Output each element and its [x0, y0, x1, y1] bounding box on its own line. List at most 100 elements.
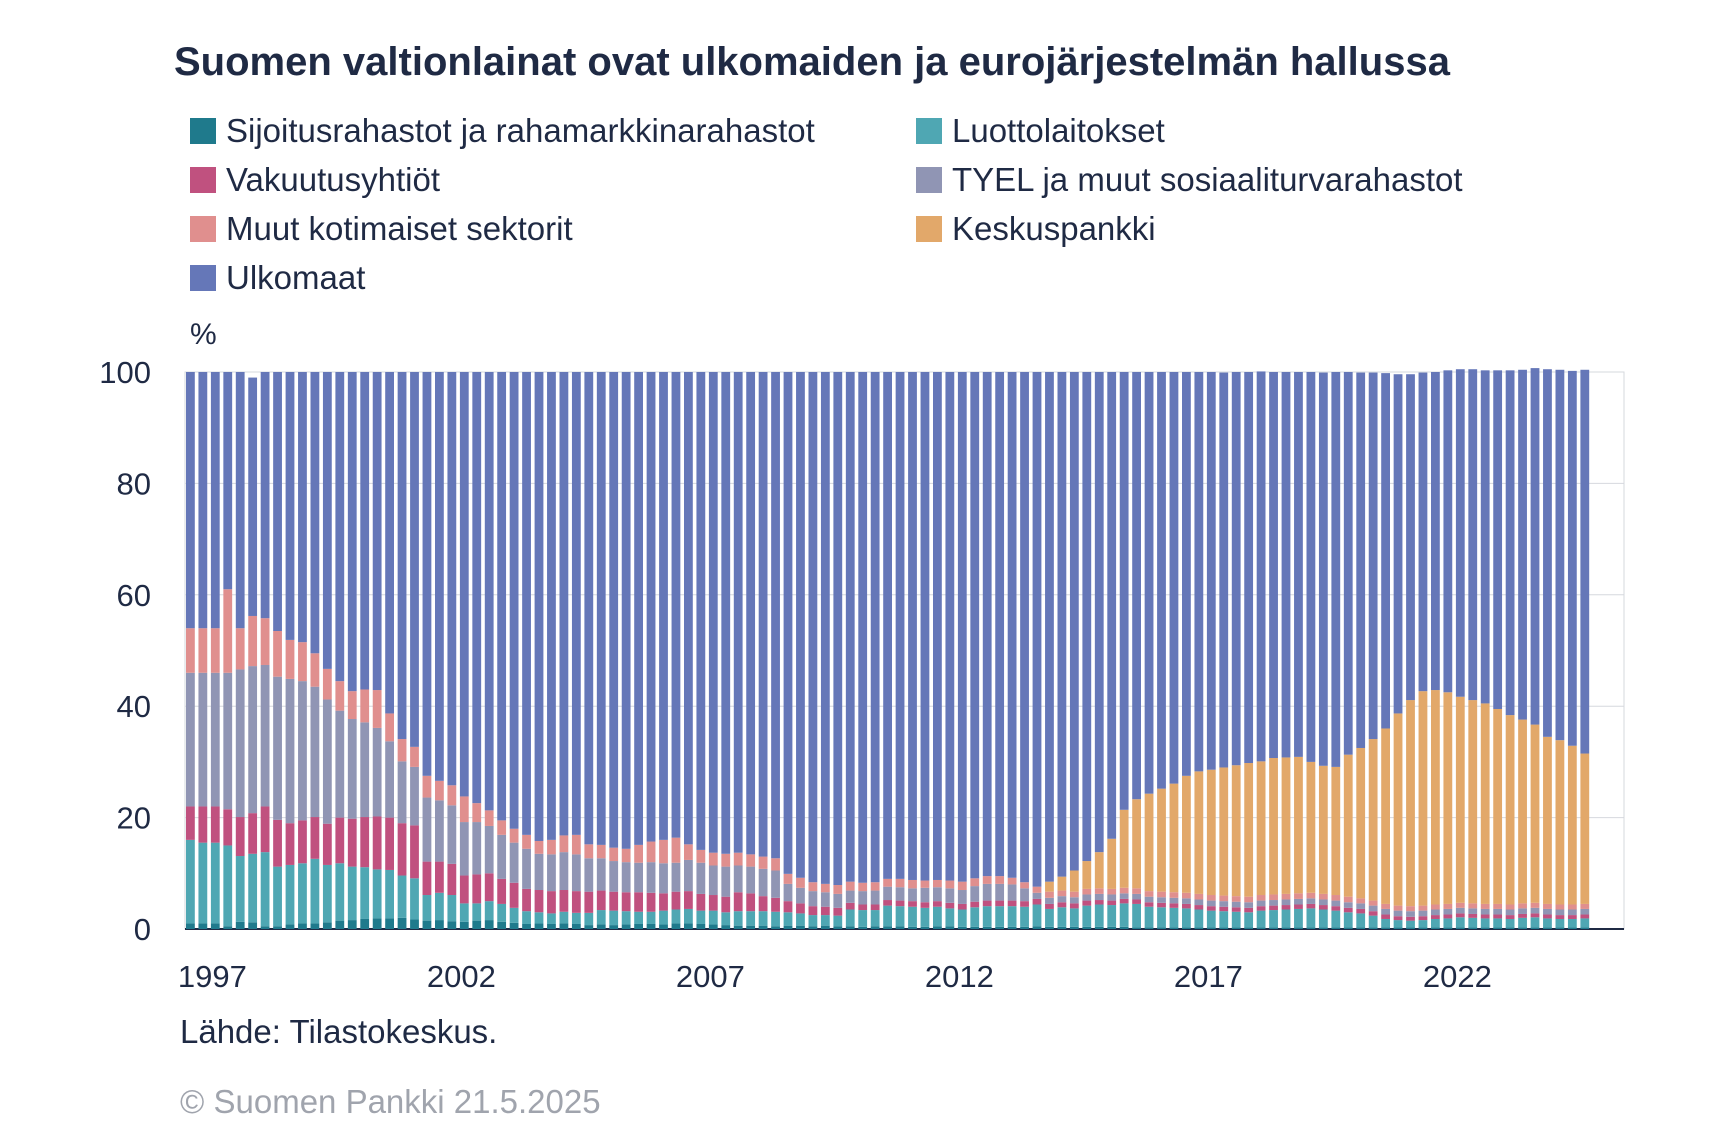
legend-swatch [190, 118, 216, 144]
bar-segment [870, 372, 880, 883]
bar-segment [1169, 783, 1179, 893]
bar-segment [1381, 908, 1390, 915]
bar-segment [472, 372, 482, 804]
bar-segment [696, 893, 706, 911]
bar-segment [1468, 700, 1478, 904]
bar-segment [1082, 926, 1092, 929]
bar-segment [1393, 927, 1403, 929]
bar-segment [596, 910, 606, 925]
bar-segment [833, 885, 843, 894]
bar-segment [1493, 927, 1503, 929]
bar-segment [995, 876, 1005, 884]
bar-segment [435, 800, 444, 862]
bar-segment [1057, 876, 1067, 891]
bar-segment [920, 887, 930, 903]
bar-segment [1368, 739, 1378, 901]
legend-label: Keskuspankki [952, 210, 1156, 247]
bar-segment [1406, 920, 1415, 928]
bar-segment [509, 922, 519, 929]
bar-segment [547, 372, 556, 840]
bar-segment [970, 901, 980, 908]
bar-segment [186, 839, 195, 924]
bar-segment [497, 372, 507, 821]
y-axis-unit: % [190, 318, 217, 351]
bar-segment [298, 863, 307, 924]
bar-segment [1368, 911, 1378, 916]
bar-segment [447, 895, 457, 922]
bar-segment [870, 882, 880, 891]
bar-segment [385, 918, 394, 929]
bar-segment [1455, 927, 1465, 929]
bar-segment [982, 876, 992, 884]
bar-segment [509, 842, 519, 883]
bar-segment [347, 691, 357, 720]
bar-segment [1231, 901, 1241, 908]
bar-segment [1169, 897, 1179, 904]
bar-segment [1219, 767, 1229, 896]
bar-segment [509, 372, 519, 829]
bar-segment [1169, 372, 1179, 784]
bar-segment [534, 853, 544, 891]
bar-segment [584, 912, 594, 926]
bar-segment [1182, 892, 1191, 899]
bar-segment [360, 372, 370, 690]
bar-segment [1343, 754, 1353, 897]
bar-segment [1007, 926, 1017, 929]
bar-segment [771, 926, 780, 929]
bar-segment [248, 813, 258, 854]
bar-segment [957, 890, 967, 904]
bar-segment [671, 891, 681, 910]
bar-segment [783, 925, 793, 929]
legend-item-tyel: TYEL ja muut sosiaaliturvarahastot [916, 161, 1463, 199]
bar-segment [1244, 927, 1254, 929]
bar-segment [322, 699, 332, 824]
bar-segment [1045, 908, 1054, 927]
bar-segment [1231, 911, 1241, 928]
bar-segment [1555, 740, 1565, 905]
bar-segment [1032, 372, 1042, 887]
bar-segment [1318, 372, 1328, 766]
bar-segment [1294, 893, 1303, 899]
bar-segment [210, 842, 220, 924]
bar-segment [1144, 372, 1154, 794]
bar-segment [260, 664, 270, 807]
bar-segment [933, 887, 942, 902]
bar-segment [845, 881, 855, 891]
bar-segment [1294, 898, 1303, 905]
bar-segment [1518, 917, 1527, 928]
bar-segment [1144, 927, 1154, 929]
bar-segment [298, 923, 307, 929]
bar-segment [970, 926, 980, 929]
bar-segment [1119, 903, 1129, 927]
bar-segment [771, 911, 780, 927]
bar-segment [210, 672, 220, 807]
x-tick-label: 2012 [925, 959, 994, 994]
bar-segment [1455, 902, 1465, 908]
bar-segment [671, 862, 681, 892]
bar-segment [1057, 902, 1067, 908]
bar-segment [883, 372, 892, 879]
bar-segment [310, 372, 320, 654]
bar-segment [459, 372, 469, 797]
bar-segment [1406, 374, 1415, 701]
bar-segment [1069, 891, 1079, 898]
bar-segment [1281, 909, 1291, 928]
bar-segment [273, 631, 282, 677]
bar-segment [646, 841, 656, 863]
bar-segment [484, 920, 494, 929]
bar-segment [547, 854, 556, 892]
legend-item-keskuspankki: Keskuspankki [916, 210, 1156, 248]
bar-segment [1368, 915, 1378, 928]
bar-segment [609, 372, 619, 848]
bar-segment [1343, 372, 1353, 755]
bar-segment [1169, 903, 1179, 908]
bar-segment [634, 372, 643, 845]
bar-segment [1082, 372, 1092, 862]
bar-segment [945, 902, 955, 909]
bar-segment [1094, 926, 1104, 929]
bar-segment [1206, 769, 1216, 896]
bar-segment [1231, 372, 1241, 766]
bar-segment [684, 859, 693, 892]
bar-segment [1132, 372, 1141, 800]
bar-segment [646, 372, 656, 842]
